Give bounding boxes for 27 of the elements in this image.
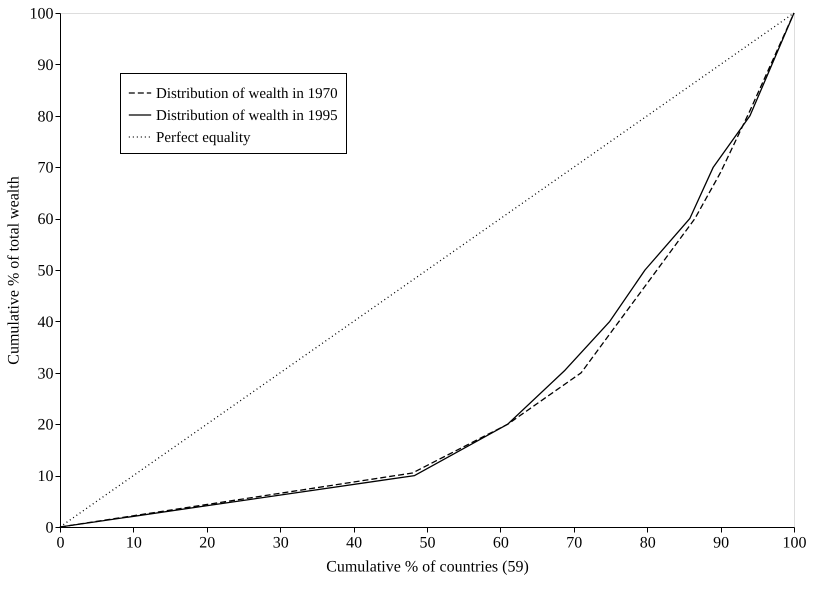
y-tick-label: 50 — [38, 262, 54, 280]
x-tick-label: 0 — [56, 534, 64, 552]
y-axis-title: Cumulative % of total wealth — [6, 176, 22, 365]
x-tick-label: 20 — [199, 534, 216, 552]
y-tick-label: 80 — [38, 108, 54, 126]
x-tick-label: 100 — [782, 534, 806, 552]
y-tick-label: 90 — [38, 56, 54, 74]
y-tick-label: 100 — [30, 6, 54, 22]
legend-label: Perfect equality — [156, 130, 252, 146]
x-tick-label: 90 — [713, 534, 730, 552]
legend-label: Distribution of wealth in 1970 — [156, 86, 338, 102]
y-tick-label: 0 — [46, 520, 54, 536]
y-tick-label: 30 — [38, 365, 54, 382]
x-axis-title: Cumulative % of countries (59) — [326, 558, 529, 576]
x-tick-label: 50 — [420, 534, 436, 552]
x-tick-label: 80 — [640, 534, 656, 552]
x-tick-label: 30 — [272, 534, 289, 552]
x-tick-label: 40 — [346, 534, 362, 552]
x-tick-label: 10 — [126, 534, 142, 552]
x-tick-label: 60 — [492, 534, 509, 552]
y-tick-label: 70 — [38, 160, 54, 177]
y-tick-label: 10 — [38, 468, 54, 486]
y-tick-label: 40 — [38, 314, 54, 331]
y-tick-label: 60 — [38, 211, 54, 228]
legend-label: Distribution of wealth in 1995 — [156, 108, 338, 124]
y-tick-label: 20 — [38, 416, 54, 434]
x-tick-label: 70 — [566, 534, 582, 552]
